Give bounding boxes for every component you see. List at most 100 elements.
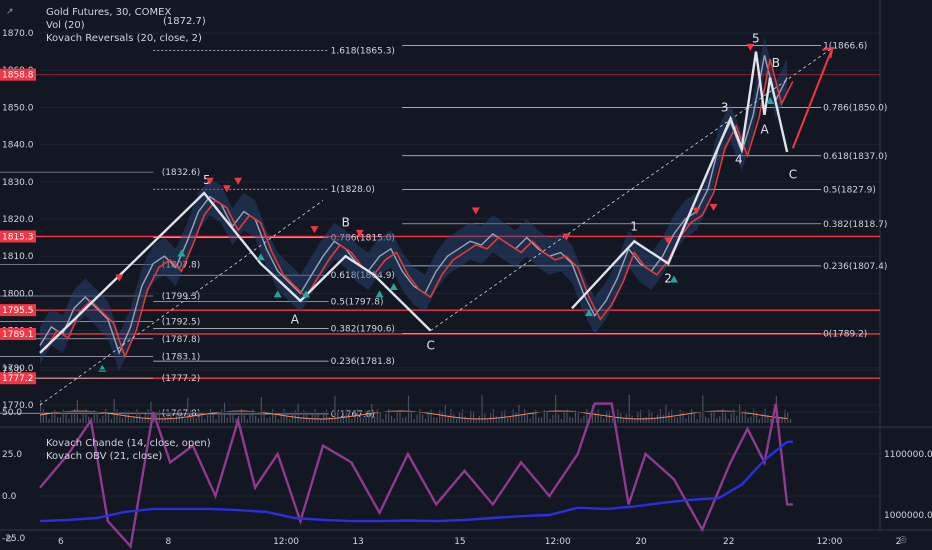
volume-bar (93, 410, 95, 423)
buy-marker (375, 290, 384, 298)
fib-level-label: 0.5(1827.9) (823, 186, 876, 196)
volume-bar (407, 395, 410, 423)
volume-bar (396, 411, 398, 423)
volume-bar (48, 418, 50, 423)
level-tag-bg (0, 230, 36, 243)
volume-bar (659, 409, 661, 423)
fib-extra-label: (1767.8) (162, 409, 201, 419)
buy-marker (669, 275, 678, 283)
volume-bar (303, 409, 305, 423)
volume-bar (62, 409, 64, 423)
volume-bar (722, 409, 724, 423)
price-tick-label: 1830.0 (2, 178, 34, 188)
volume-bar (532, 411, 534, 423)
volume-bar (359, 416, 361, 423)
volume-bar (586, 409, 588, 423)
grid (0, 0, 932, 531)
volume-bar (436, 417, 438, 423)
volume-bar (690, 409, 693, 423)
volume-bar (105, 409, 107, 423)
volume-bar (167, 409, 169, 423)
volume-bar (540, 417, 543, 423)
level-tag-label: 1789.1 (2, 330, 34, 340)
horizontal-levels (0, 74, 880, 379)
sell-marker (234, 177, 243, 185)
fib-level-label: 0.786(1850.0) (823, 103, 887, 113)
scale-toggle-icon[interactable]: ↗ (6, 7, 14, 17)
volume-bar (206, 415, 209, 423)
wave-label: 3 (721, 100, 729, 114)
volume-bar (733, 409, 735, 423)
volume-bar (277, 418, 279, 423)
volume-bar (240, 409, 243, 423)
oscillator-pane (39, 369, 880, 550)
volume-bar (223, 402, 226, 423)
volume-bar (73, 409, 76, 423)
volume-bar (393, 418, 395, 423)
volume-bar (272, 409, 274, 423)
sell-marker (310, 226, 319, 234)
level-tag-label: 1815.3 (2, 232, 34, 242)
volume-bar (501, 411, 503, 423)
volume-bar (184, 418, 186, 423)
volume-bar (758, 418, 761, 423)
volume-bar (642, 417, 644, 423)
volume-bar (628, 395, 630, 423)
settings-icon[interactable]: ⚙ (5, 535, 14, 545)
volume-bar (755, 412, 758, 423)
volume-bar (195, 417, 197, 423)
volume-bar (416, 414, 418, 423)
volume-bar (606, 410, 608, 423)
volume-bar (637, 411, 639, 423)
volume-bar (294, 409, 296, 423)
volume-bar (597, 409, 599, 423)
buy-marker (302, 290, 311, 298)
level-tag-bg (0, 372, 36, 385)
volume-bar (96, 411, 98, 423)
sell-marker (471, 207, 480, 215)
time-tick-label: 20 (635, 537, 647, 547)
volume-bar (487, 418, 489, 423)
volume-bar (54, 410, 56, 423)
price-tick-label: 1840.0 (2, 141, 34, 151)
price-tick-label: 1800.0 (2, 289, 34, 299)
buy-marker (256, 253, 265, 261)
volume-bar (124, 410, 127, 423)
volume-bar (730, 413, 732, 423)
obv-tick-label: 1100000.0 (884, 450, 932, 460)
volume-bar (221, 409, 223, 423)
fib-extra-label: (1792.5) (162, 317, 201, 327)
price-tick-label: 1850.0 (2, 103, 34, 113)
volume-bar (289, 418, 291, 423)
volume-bar (447, 415, 449, 423)
price-tick-label: 1870.0 (2, 29, 34, 39)
auto-scale-button[interactable]: ◎ (899, 535, 907, 545)
volume-bar (153, 418, 155, 423)
volume-bar (679, 410, 681, 423)
fib-level-label: 0.786(1815.0) (331, 234, 395, 244)
fib-extra-label: (1807.8) (162, 260, 201, 270)
fib-level-label: 0.382(1790.6) (331, 324, 395, 334)
volume-bar (781, 417, 783, 423)
vol-label: Vol (20) (46, 20, 85, 31)
volume-bar (314, 409, 316, 423)
fib-extra-label: (1787.8) (162, 335, 201, 345)
volume-bar (88, 416, 90, 423)
sell-marker (355, 229, 364, 237)
volume-bar (379, 412, 381, 423)
volume-bar (470, 410, 472, 423)
volume-bar (402, 417, 404, 423)
price-series (39, 36, 794, 372)
volume-bar (274, 412, 277, 423)
wave-label: B (342, 216, 350, 230)
fib-extra-label: (1777.2) (162, 374, 201, 384)
fib-level-label: 0.618(1837.0) (823, 152, 887, 162)
buy-marker (273, 290, 282, 298)
volume-bar (461, 409, 463, 423)
volume-bar (306, 411, 308, 423)
volume-bar (339, 418, 342, 423)
volume-bar (110, 418, 112, 423)
volume-bar (546, 411, 548, 423)
volume-bar (617, 409, 619, 423)
